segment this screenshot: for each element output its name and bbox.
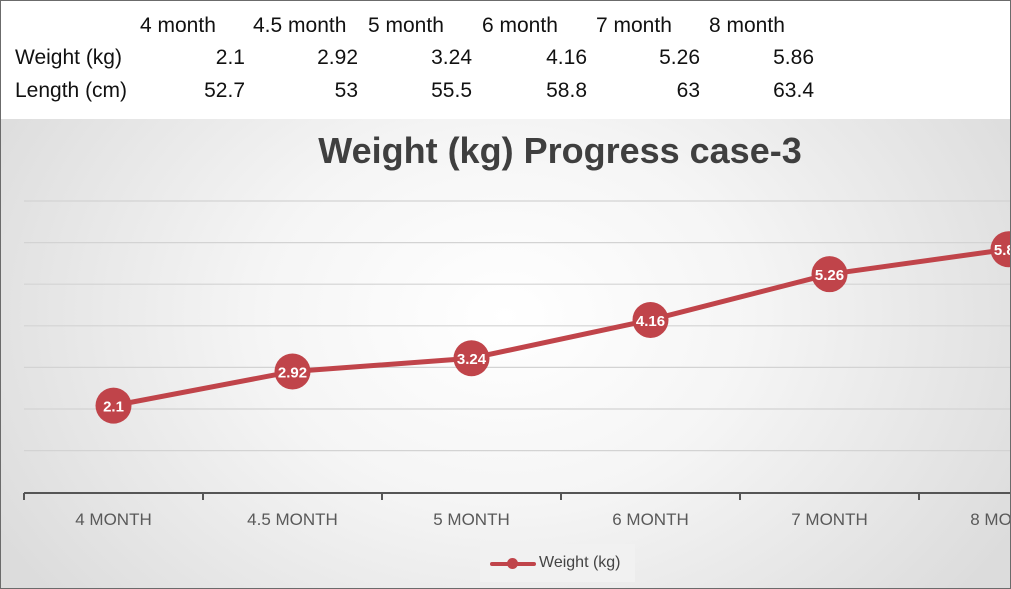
data-point (990, 231, 1010, 268)
table-header-cell: 4 month (140, 14, 216, 37)
table-header-cell: 7 month (596, 14, 672, 37)
x-tick-label: 4 MONTH (75, 510, 152, 529)
data-point (453, 340, 490, 377)
x-tick-label: 5 MONTH (433, 510, 510, 529)
table-header-cell: 6 month (482, 14, 558, 37)
data-table: 4 month 4.5 month 5 month 6 month 7 mont… (1, 1, 1010, 119)
data-label: 5.86 (994, 242, 1010, 259)
data-point (95, 387, 132, 424)
x-tick-label: 6 MONTH (612, 510, 689, 529)
table-cell: 63 (676, 79, 700, 102)
table-header-cell: 8 month (709, 14, 785, 37)
legend: Weight (kg) (480, 544, 635, 582)
table-cell: 55.5 (431, 79, 472, 102)
legend-label: Weight (kg) (539, 554, 621, 571)
table-cell: 2.92 (317, 46, 358, 69)
table-header-cell: 5 month (368, 14, 444, 37)
table-cell: 5.86 (773, 46, 814, 69)
x-tick-label: 7 MONTH (791, 510, 868, 529)
table-cell: 5.26 (659, 46, 700, 69)
table-row-label: Length (cm) (15, 79, 128, 102)
series-line (111, 246, 1010, 409)
legend-dot-marker (507, 558, 518, 569)
data-point (632, 301, 669, 338)
table-cell: 52.7 (204, 79, 245, 102)
data-label: 4.16 (636, 313, 665, 330)
data-label: 2.1 (103, 399, 124, 416)
data-point (811, 256, 848, 293)
table-cell: 53 (334, 79, 358, 102)
data-point (274, 353, 311, 390)
table-header-cell: 4.5 month (253, 14, 347, 37)
data-label: 5.26 (815, 267, 844, 284)
table-row-label: Weight (kg) (15, 46, 122, 69)
chart-title: Weight (kg) Progress case-3 (318, 130, 802, 171)
table-cell: 58.8 (546, 79, 587, 102)
table-cell: 63.4 (773, 79, 814, 102)
table-cell: 3.24 (431, 46, 472, 69)
table-cell: 2.1 (215, 46, 245, 69)
table-cell: 4.16 (546, 46, 587, 69)
data-label: 3.24 (457, 351, 487, 368)
x-tick-label: 8 MONTH (970, 510, 1010, 529)
x-tick-label: 4.5 MONTH (247, 510, 338, 529)
data-label: 2.92 (278, 365, 307, 382)
